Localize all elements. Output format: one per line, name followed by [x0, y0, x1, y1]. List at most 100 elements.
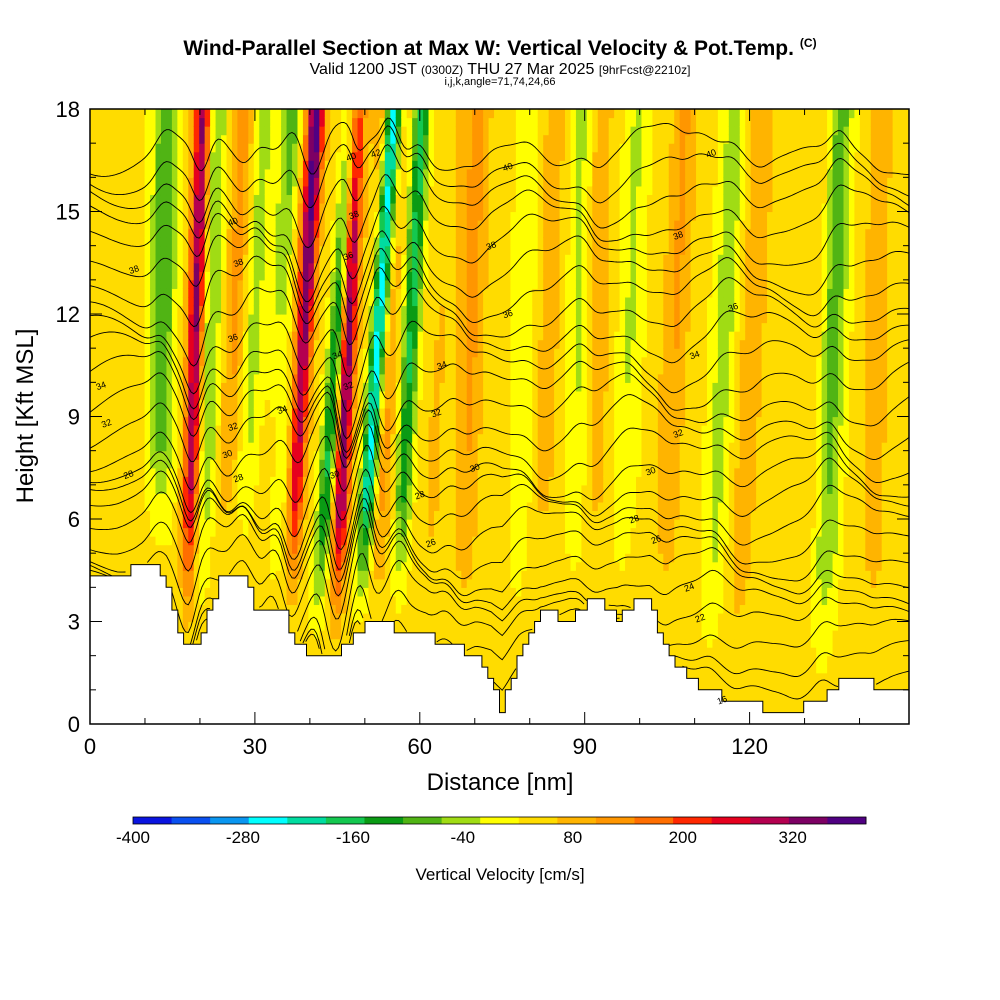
velocity-cell — [155, 237, 162, 247]
velocity-cell — [204, 109, 211, 119]
velocity-cell — [384, 587, 391, 597]
velocity-cell — [423, 399, 430, 409]
velocity-cell — [237, 544, 244, 554]
velocity-cell — [395, 134, 402, 144]
velocity-cell — [313, 365, 320, 375]
velocity-cell — [335, 262, 342, 272]
velocity-cell — [313, 638, 320, 648]
velocity-cell — [379, 177, 386, 187]
velocity-cell — [139, 536, 146, 546]
velocity-cell — [341, 143, 348, 153]
velocity-cell — [90, 262, 97, 272]
velocity-cell — [330, 433, 337, 443]
velocity-cell — [177, 356, 184, 366]
velocity-cell — [341, 587, 348, 597]
velocity-cell — [242, 296, 249, 307]
velocity-cell — [122, 459, 129, 469]
velocity-cell — [455, 348, 462, 358]
velocity-cell — [417, 536, 424, 546]
velocity-cell — [106, 143, 113, 153]
velocity-cell — [335, 621, 342, 631]
velocity-cell — [259, 237, 266, 247]
velocity-cell — [433, 390, 441, 401]
velocity-cell — [100, 382, 107, 392]
velocity-cell — [433, 228, 441, 238]
velocity-cell — [406, 407, 413, 418]
velocity-cell — [231, 339, 239, 349]
velocity-cell — [166, 416, 173, 426]
velocity-cell — [95, 168, 102, 178]
velocity-cell — [199, 587, 206, 597]
velocity-cell — [264, 237, 271, 247]
velocity-cell — [122, 561, 129, 571]
velocity-cell — [292, 237, 299, 247]
velocity-cell — [412, 117, 419, 127]
velocity-cell — [308, 220, 315, 230]
velocity-cell — [324, 185, 331, 196]
velocity-cell — [433, 322, 441, 332]
velocity-cell — [106, 339, 113, 349]
velocity-cell — [111, 425, 118, 435]
velocity-cell — [199, 570, 206, 580]
velocity-cell — [106, 331, 113, 341]
velocity-cell — [346, 254, 353, 264]
velocity-cell — [417, 271, 424, 281]
velocity-cell — [455, 194, 462, 204]
velocity-cell — [319, 553, 326, 563]
velocity-cell — [379, 587, 386, 597]
velocity-cell — [423, 476, 430, 486]
velocity-cell — [384, 382, 391, 392]
velocity-cell — [286, 570, 293, 580]
velocity-cell — [177, 442, 184, 452]
velocity-cell — [95, 561, 102, 571]
velocity-cell — [117, 271, 124, 281]
velocity-cell — [95, 143, 102, 153]
velocity-cell — [461, 510, 468, 520]
velocity-cell — [166, 570, 173, 580]
velocity-cell — [384, 271, 391, 281]
velocity-cell — [346, 587, 353, 597]
velocity-cell — [450, 450, 457, 460]
velocity-cell — [444, 561, 451, 571]
velocity-cell — [297, 296, 304, 307]
velocity-cell — [221, 493, 228, 503]
velocity-cell — [100, 305, 107, 315]
velocity-cell — [352, 228, 359, 238]
velocity-cell — [379, 288, 386, 298]
velocity-cell — [450, 501, 457, 512]
velocity-cell — [395, 476, 402, 486]
velocity-cell — [390, 168, 397, 178]
velocity-cell — [150, 382, 157, 392]
velocity-cell — [215, 151, 222, 161]
velocity-cell — [286, 288, 293, 298]
velocity-cell — [444, 365, 451, 375]
velocity-cell — [281, 314, 288, 324]
velocity-cell — [341, 476, 348, 486]
velocity-cell — [461, 553, 468, 563]
velocity-cell — [450, 416, 457, 426]
velocity-cell — [330, 647, 337, 657]
velocity-cell — [455, 501, 462, 512]
velocity-cell — [455, 407, 462, 418]
velocity-cell — [106, 305, 113, 315]
velocity-cell — [302, 143, 309, 153]
velocity-cell — [461, 228, 468, 238]
velocity-cell — [253, 134, 260, 144]
velocity-cell — [270, 245, 277, 255]
velocity-cell — [281, 407, 288, 418]
velocity-cell — [363, 578, 370, 588]
velocity-cell — [292, 612, 299, 623]
velocity-cell — [111, 493, 118, 503]
velocity-cell — [111, 570, 118, 580]
velocity-cell — [226, 501, 233, 512]
velocity-cell — [122, 228, 129, 238]
velocity-cell — [373, 151, 380, 161]
velocity-cell — [335, 442, 342, 452]
velocity-cell — [455, 604, 462, 614]
velocity-cell — [302, 245, 309, 255]
velocity-cell — [128, 134, 135, 144]
velocity-cell — [286, 331, 293, 341]
velocity-cell — [330, 510, 337, 520]
velocity-cell — [357, 314, 364, 324]
velocity-cell — [324, 331, 331, 341]
